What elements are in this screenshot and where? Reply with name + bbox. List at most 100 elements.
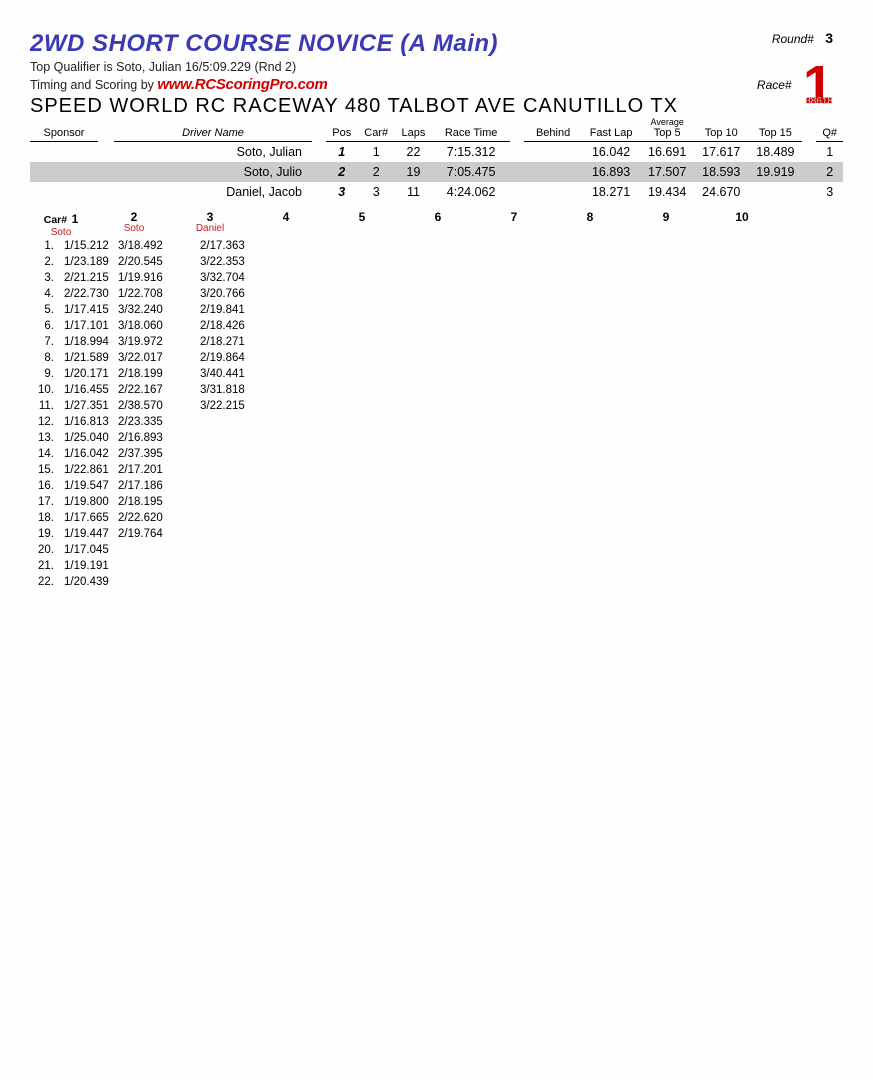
top15: 18.489 [748,142,802,163]
lap-cell: 1/18.994 [58,336,112,348]
lap-idx: 3. [30,272,58,284]
lap-row: 22.1/20.439 [30,574,843,590]
lap-row: 7.1/18.9943/19.9722/18.271 [30,334,843,350]
laps: 22 [395,142,432,163]
fastlap: 16.042 [582,142,640,163]
top10: 17.617 [694,142,748,163]
lap-cell: 2/38.570 [112,400,194,412]
car-col: 7 [476,210,552,238]
lap-cell: 3/32.240 [112,304,194,316]
car-num: 9 [628,210,704,224]
table-row: Daniel, Jacob33114:24.06218.27119.43424.… [30,182,843,202]
lap-idx: 7. [30,336,58,348]
lap-idx: 10. [30,384,58,396]
lap-idx: 14. [30,448,58,460]
lap-cell: 2/18.199 [112,368,194,380]
lap-cell: 3/32.704 [194,272,276,284]
car-driver [476,224,552,234]
lap-row: 15.1/22.8612/17.201 [30,462,843,478]
results-table: Sponsor Driver Name Pos Car# Laps Race T… [30,116,843,202]
lap-idx: 1. [30,240,58,252]
top5: 19.434 [640,182,694,202]
car-driver: Daniel [172,224,248,234]
lap-cell: 1/20.171 [58,368,112,380]
car-num: 4 [248,210,324,224]
lap-cell: 1/16.455 [58,384,112,396]
laps: 11 [395,182,432,202]
top15 [748,182,802,202]
q: 1 [816,142,843,163]
lap-row: 12.1/16.8132/23.335 [30,414,843,430]
car-col: 9 [628,210,704,238]
lap-cell: 2/19.864 [194,352,276,364]
car: 3 [358,182,395,202]
lap-cell: 3/22.215 [194,400,276,412]
car-driver [400,224,476,234]
car-col: 5 [324,210,400,238]
car-col: 3Daniel [172,210,248,238]
lap-cell: 1/17.045 [58,544,112,556]
lap-cell: 2/17.363 [194,240,276,252]
lap-row: 2.1/23.1892/20.5453/22.353 [30,254,843,270]
pos: 1 [326,142,358,163]
car: 1 [358,142,395,163]
lap-cell: 3/18.060 [112,320,194,332]
lap-row: 5.1/17.4153/32.2402/19.841 [30,302,843,318]
lap-cell: 2/22.730 [58,288,112,300]
lap-row: 9.1/20.1712/18.1993/40.441 [30,366,843,382]
top10: 24.670 [694,182,748,202]
lap-idx: 21. [30,560,58,572]
lap-idx: 5. [30,304,58,316]
lap-idx: 2. [30,256,58,268]
round-label: Round# [772,32,814,46]
lap-cell: 1/25.040 [58,432,112,444]
lap-cell: 1/19.800 [58,496,112,508]
lap-cell: 1/17.101 [58,320,112,332]
car-driver [628,224,704,234]
lap-idx: 17. [30,496,58,508]
qualifier-text: Top Qualifier is Soto, Julian 16/5:09.22… [30,60,843,74]
car-num: 3 [172,210,248,224]
lap-cell: 1/17.415 [58,304,112,316]
lap-cell: 2/22.620 [112,512,194,524]
timing-link[interactable]: www.RCScoringPro.com [157,76,327,93]
lap-cell: 2/22.167 [112,384,194,396]
lap-cell: 1/16.042 [58,448,112,460]
lap-cell: 1/20.439 [58,576,112,588]
lap-idx: 19. [30,528,58,540]
lap-row: 11.1/27.3512/38.5703/22.215 [30,398,843,414]
lap-cell: 1/19.547 [58,480,112,492]
lap-row: 8.1/21.5893/22.0172/19.864 [30,350,843,366]
lap-idx: 9. [30,368,58,380]
car-num: 10 [704,210,780,224]
lap-row: 21.1/19.191 [30,558,843,574]
top15: 19.919 [748,162,802,182]
col-driver: Driver Name [114,116,312,142]
col-pos: Pos [326,116,358,142]
car-driver: Soto [26,228,96,238]
behind [524,162,582,182]
car-col: 8 [552,210,628,238]
lap-row: 16.1/19.5472/17.186 [30,478,843,494]
car-header-label: Car# [44,214,67,226]
venue: SPEED WORLD RC RACEWAY 480 TALBOT AVE CA… [30,95,843,118]
race-title: 2WD SHORT COURSE NOVICE (A Main) [30,30,843,58]
lap-cell: 1/19.191 [58,560,112,572]
lap-cell: 3/18.492 [112,240,194,252]
behind [524,182,582,202]
lap-cell: 2/20.545 [112,256,194,268]
timing-line: Timing and Scoring by www.RCScoringPro.c… [30,76,843,93]
car-driver [552,224,628,234]
pos: 3 [326,182,358,202]
lap-cell: 3/31.818 [194,384,276,396]
fastlap: 16.893 [582,162,640,182]
q: 3 [816,182,843,202]
lap-idx: 16. [30,480,58,492]
lap-idx: 8. [30,352,58,364]
car-col: 4 [248,210,324,238]
lap-cell: 3/40.441 [194,368,276,380]
laps: 19 [395,162,432,182]
lap-row: 13.1/25.0402/16.893 [30,430,843,446]
lap-cell: 3/22.353 [194,256,276,268]
driver-name: Soto, Julian [114,142,312,163]
